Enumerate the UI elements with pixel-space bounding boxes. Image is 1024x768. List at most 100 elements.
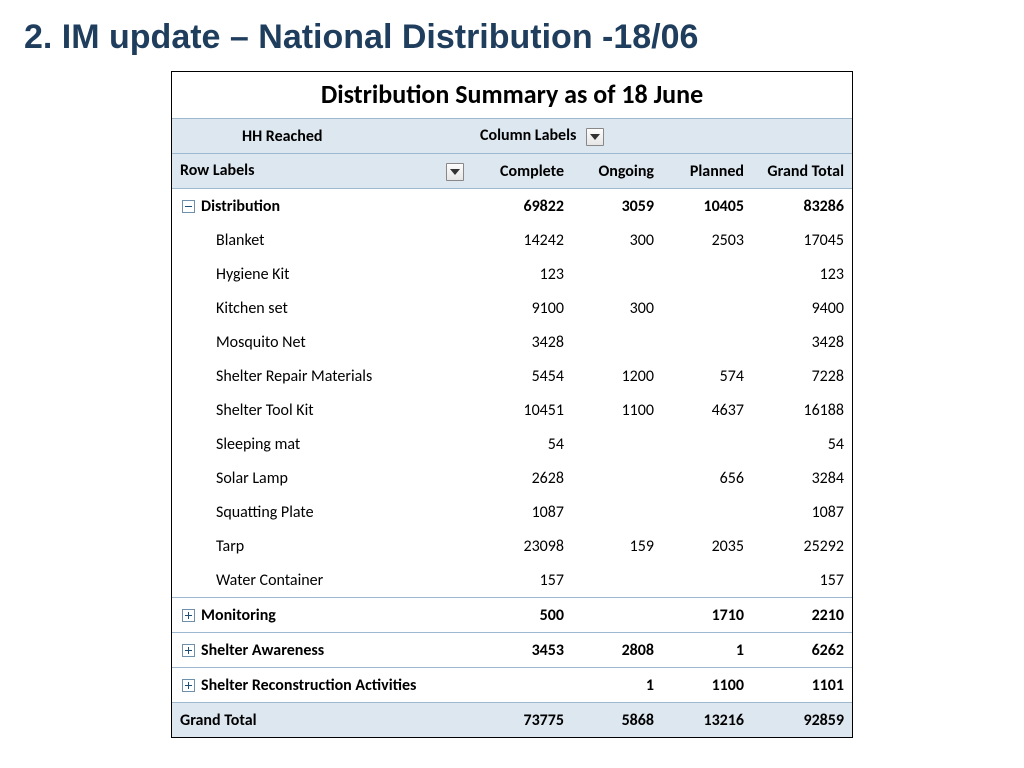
child-label: Tarp [172, 529, 472, 563]
pivot-title: Distribution Summary as of 18 June [172, 72, 852, 118]
grand-total-planned: 13216 [662, 703, 752, 738]
child-value-ongoing [572, 461, 662, 495]
group-value-grand_total: 2210 [752, 598, 852, 633]
child-value-ongoing [572, 257, 662, 291]
child-row: Tarp23098159203525292 [172, 529, 852, 563]
grand-total-ongoing: 5868 [572, 703, 662, 738]
child-value-planned [662, 325, 752, 359]
child-value-grand_total: 3284 [752, 461, 852, 495]
collapse-icon[interactable] [182, 200, 195, 213]
pivot-table-container: Distribution Summary as of 18 June HH Re… [171, 71, 853, 738]
group-row: Distribution6982230591040583286 [172, 189, 852, 224]
child-value-complete: 54 [472, 427, 572, 461]
group-value-planned: 10405 [662, 189, 752, 224]
child-value-complete: 10451 [472, 393, 572, 427]
group-label-cell: Monitoring [172, 598, 472, 633]
row-labels-header: Row Labels [180, 161, 254, 180]
child-value-grand_total: 157 [752, 563, 852, 598]
pivot-column-headers: Row Labels Complete Ongoing Planned Gran… [172, 154, 852, 189]
group-value-planned: 1710 [662, 598, 752, 633]
child-value-complete: 123 [472, 257, 572, 291]
child-row: Blanket14242300250317045 [172, 223, 852, 257]
group-value-complete: 3453 [472, 633, 572, 668]
group-value-grand_total: 6262 [752, 633, 852, 668]
column-labels-filter-icon[interactable] [586, 128, 604, 146]
child-row: Mosquito Net34283428 [172, 325, 852, 359]
group-value-ongoing: 1 [572, 668, 662, 703]
child-value-grand_total: 123 [752, 257, 852, 291]
child-value-complete: 9100 [472, 291, 572, 325]
child-value-planned: 4637 [662, 393, 752, 427]
group-value-complete: 69822 [472, 189, 572, 224]
group-value-ongoing: 3059 [572, 189, 662, 224]
child-value-planned: 656 [662, 461, 752, 495]
grand-total-row: Grand Total 73775 5868 13216 92859 [172, 703, 852, 738]
expand-icon[interactable] [182, 644, 195, 657]
child-value-ongoing [572, 563, 662, 598]
grand-total-complete: 73775 [472, 703, 572, 738]
child-value-ongoing: 300 [572, 223, 662, 257]
group-value-ongoing [572, 598, 662, 633]
child-value-complete: 157 [472, 563, 572, 598]
slide-title: 2. IM update – National Distribution -18… [24, 18, 1000, 57]
group-label: Monitoring [201, 606, 276, 625]
child-value-ongoing: 1200 [572, 359, 662, 393]
group-label: Shelter Reconstruction Activities [201, 676, 416, 695]
col-header-planned: Planned [662, 154, 752, 189]
child-label: Shelter Repair Materials [172, 359, 472, 393]
child-value-planned [662, 257, 752, 291]
child-value-complete: 5454 [472, 359, 572, 393]
child-value-grand_total: 54 [752, 427, 852, 461]
child-row: Hygiene Kit123123 [172, 257, 852, 291]
pivot-body: Distribution6982230591040583286Blanket14… [172, 189, 852, 703]
child-row: Water Container157157 [172, 563, 852, 598]
child-row: Sleeping mat5454 [172, 427, 852, 461]
pivot-table: HH Reached Column Labels Row Labels Comp… [172, 118, 852, 737]
expand-icon[interactable] [182, 679, 195, 692]
child-row: Shelter Repair Materials545412005747228 [172, 359, 852, 393]
child-value-ongoing [572, 427, 662, 461]
col-header-grand-total: Grand Total [752, 154, 852, 189]
group-value-planned: 1 [662, 633, 752, 668]
group-label-cell: Shelter Reconstruction Activities [172, 668, 472, 703]
child-value-ongoing: 159 [572, 529, 662, 563]
child-value-ongoing: 1100 [572, 393, 662, 427]
group-value-grand_total: 83286 [752, 189, 852, 224]
child-value-ongoing [572, 325, 662, 359]
group-value-grand_total: 1101 [752, 668, 852, 703]
col-header-ongoing: Ongoing [572, 154, 662, 189]
expand-icon[interactable] [182, 609, 195, 622]
child-value-complete: 1087 [472, 495, 572, 529]
child-label: Hygiene Kit [172, 257, 472, 291]
child-row: Shelter Tool Kit104511100463716188 [172, 393, 852, 427]
child-value-complete: 2628 [472, 461, 572, 495]
grand-total-label: Grand Total [172, 703, 472, 738]
child-value-planned [662, 495, 752, 529]
group-row: Shelter Awareness3453280816262 [172, 633, 852, 668]
child-value-grand_total: 3428 [752, 325, 852, 359]
child-value-grand_total: 16188 [752, 393, 852, 427]
child-row: Kitchen set91003009400 [172, 291, 852, 325]
child-value-planned: 2503 [662, 223, 752, 257]
group-label-cell: Distribution [172, 189, 472, 224]
pivot-header-band: HH Reached Column Labels [172, 119, 852, 154]
child-value-complete: 14242 [472, 223, 572, 257]
child-value-grand_total: 25292 [752, 529, 852, 563]
slide: 2. IM update – National Distribution -18… [0, 0, 1024, 756]
child-value-grand_total: 17045 [752, 223, 852, 257]
child-label: Sleeping mat [172, 427, 472, 461]
col-header-complete: Complete [472, 154, 572, 189]
child-value-grand_total: 9400 [752, 291, 852, 325]
child-value-planned: 2035 [662, 529, 752, 563]
column-labels-cell: Column Labels [472, 119, 852, 154]
child-value-ongoing [572, 495, 662, 529]
group-row: Monitoring50017102210 [172, 598, 852, 633]
child-value-planned [662, 427, 752, 461]
child-value-complete: 23098 [472, 529, 572, 563]
row-labels-filter-icon[interactable] [446, 163, 464, 181]
group-value-ongoing: 2808 [572, 633, 662, 668]
hh-reached-label: HH Reached [172, 119, 472, 154]
child-value-planned [662, 563, 752, 598]
child-label: Solar Lamp [172, 461, 472, 495]
child-label: Squatting Plate [172, 495, 472, 529]
